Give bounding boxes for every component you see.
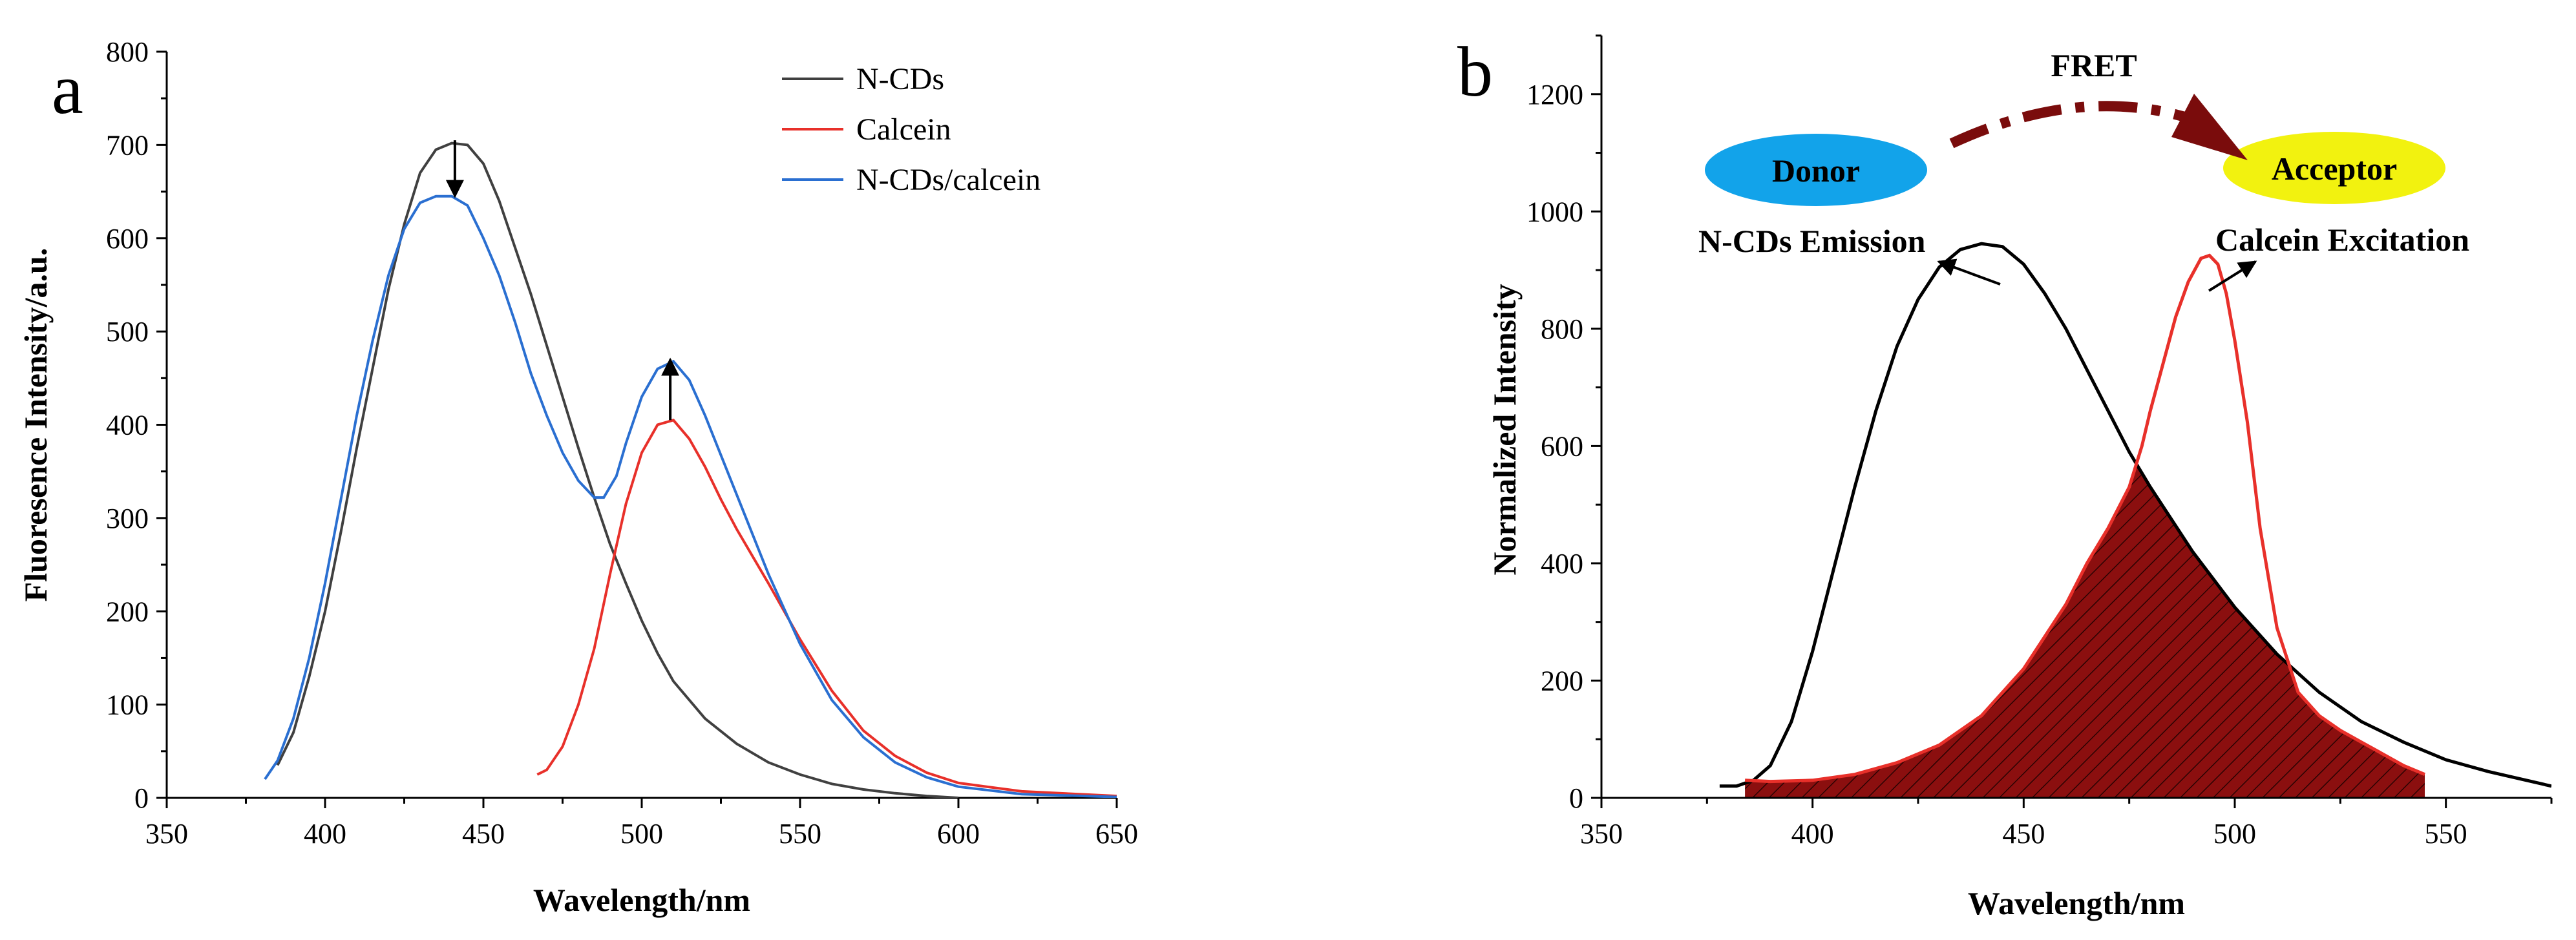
panel-b-series-line-n-cds-emission — [1719, 242, 2551, 788]
panel-a-y-tick-label: 600 — [106, 223, 149, 255]
panel-a-y-axis-label: Fluoresence Intensity/a.u. — [17, 248, 54, 602]
calcein-excitation-label: Calcein Excitation — [2215, 222, 2469, 258]
panel-b-x-tick-label: 550 — [2425, 818, 2467, 850]
panel-a-y-tick-label: 100 — [106, 689, 149, 721]
fret-label: FRET — [2051, 47, 2137, 83]
panel-a-axes: 350 400 450 500 550 600 650 0 100 200 300 400 500 600… — [106, 36, 1138, 850]
overlap-hatched-area — [1745, 466, 2425, 798]
panel-a-y-tick-label: 800 — [106, 36, 149, 68]
acceptor-ellipse — [2223, 132, 2445, 204]
panel-b-y-tick-label: 800 — [1541, 313, 1583, 345]
panel-a-series — [264, 141, 1117, 798]
panel-b-x-tick-label: 500 — [2213, 818, 2256, 850]
panel-a-y-tick-label: 0 — [134, 782, 149, 814]
panel-a-y-tick-label: 200 — [106, 596, 149, 627]
panel-a-x-tick-label: 600 — [937, 818, 980, 850]
acceptor-label: Acceptor — [2272, 151, 2397, 187]
panel-a: a 350 400 450 500 550 600 650 0 100 200 300 400 500 6… — [17, 36, 1138, 918]
panel-a-x-tick-label: 350 — [145, 818, 188, 850]
panel-a-x-axis-label: Wavelength/nm — [533, 882, 750, 918]
panel-a-y-tick-label: 300 — [106, 503, 149, 534]
panel-b-label: b — [1457, 32, 1493, 111]
panel-a-legend: N-CDs Calcein N-CDs/calcein — [782, 62, 1040, 197]
panel-b-y-tick-label: 200 — [1541, 665, 1583, 696]
panel-b-y-tick-label: 1000 — [1526, 196, 1583, 227]
panel-a-y-tick-label: 400 — [106, 410, 149, 441]
panel-b-y-tick-label: 600 — [1541, 430, 1583, 462]
panel-a-y-tick-label: 500 — [106, 316, 149, 348]
panel-b-y-tick-label: 0 — [1569, 782, 1583, 814]
panel-a-arrows — [445, 140, 680, 421]
panel-b-axes: 350 400 450 500 550 0 200 400 600 800 1000 1200 — [1526, 34, 2553, 850]
panel-a-y-tick-label: 700 — [106, 129, 149, 161]
panel-a-x-tick-label: 400 — [304, 818, 346, 850]
donor-ellipse — [1705, 134, 1927, 206]
panel-a-x-tick-label: 500 — [620, 818, 663, 850]
panel-a-x-tick-label: 450 — [462, 818, 505, 850]
panel-a-label: a — [52, 50, 83, 129]
legend-label-calcein: Calcein — [856, 112, 951, 147]
panel-b-y-tick-label: 1200 — [1526, 79, 1583, 110]
donor-label: Donor — [1772, 152, 1860, 189]
panel-b-x-tick-label: 350 — [1580, 818, 1623, 850]
panel-a-series-line-n-cds — [276, 141, 959, 798]
panel-b-y-tick-label: 400 — [1541, 548, 1583, 580]
legend-label-n-cds-calcein: N-CDs/calcein — [856, 163, 1040, 197]
panel-a-series-line-calcein — [536, 419, 1117, 798]
panel-b-x-tick-label: 400 — [1791, 818, 1834, 850]
legend-label-n-cds: N-CDs — [856, 62, 944, 96]
fret-arrow-head — [2171, 94, 2248, 160]
n-cds-emission-pointer — [1937, 258, 2001, 286]
panel-a-x-tick-label: 550 — [779, 818, 821, 850]
n-cds-emission-label: N-CDs Emission — [1698, 223, 1926, 259]
panel-b-x-axis-label: Wavelength/nm — [1968, 885, 2185, 921]
panel-b-y-axis-label: Normalized Intensity — [1486, 284, 1523, 575]
panel-b-x-tick-label: 450 — [2002, 818, 2045, 850]
panel-b-overlap-area — [1745, 466, 2425, 798]
panel-a-series-line-n-cds-calcein — [264, 194, 1117, 798]
calcein-excitation-pointer — [2208, 260, 2257, 292]
panel-a-x-tick-label: 650 — [1095, 818, 1138, 850]
panel-b: b 350 400 450 500 550 0 200 400 600 800 1000 1200 D… — [1457, 32, 2553, 921]
panel-b-series-line-calcein-excitation — [1744, 253, 2425, 784]
panel-b-series — [1719, 242, 2551, 788]
